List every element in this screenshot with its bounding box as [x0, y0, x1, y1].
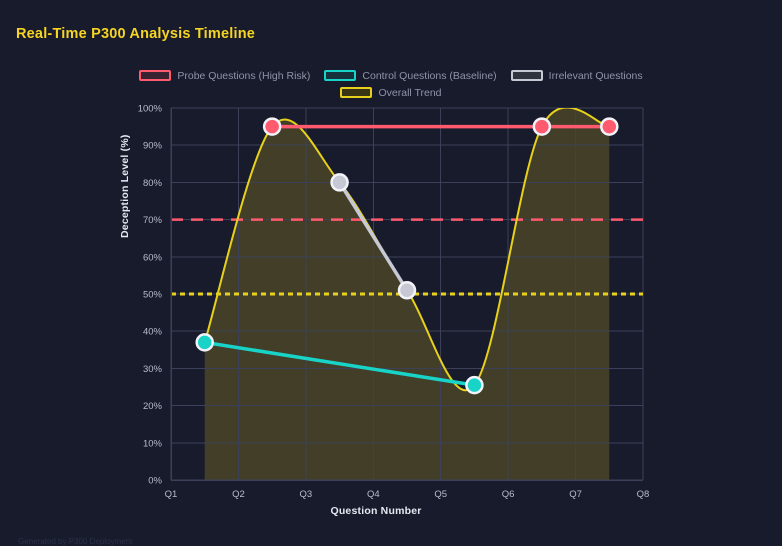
y-tick-label: 40%	[143, 327, 163, 338]
legend-label-trend: Overall Trend	[378, 86, 442, 99]
chart-legend: Probe Questions (High Risk) Control Ques…	[0, 68, 782, 83]
y-tick-label: 50%	[143, 290, 163, 301]
data-point-marker	[397, 281, 417, 300]
legend-item-trend[interactable]: Overall Trend	[340, 85, 442, 100]
x-tick-label: Q5	[434, 489, 447, 500]
x-tick-label: Q1	[165, 489, 178, 500]
chart-legend-row-2: Overall Trend	[0, 85, 782, 100]
footer-note: Generated by P300 Deployment	[18, 537, 133, 546]
y-tick-label: 60%	[143, 252, 163, 263]
y-tick-label: 90%	[143, 141, 163, 152]
series-line	[202, 340, 477, 387]
trend-swatch-icon	[340, 87, 373, 98]
y-tick-label: 80%	[143, 178, 163, 189]
y-tick-label: 100%	[138, 104, 163, 115]
probe-swatch-icon	[139, 70, 172, 81]
control-swatch-icon	[324, 70, 357, 81]
page-title: Real-Time P300 Analysis Timeline	[16, 26, 256, 42]
data-point-marker	[465, 375, 484, 395]
legend-label-probe: Probe Questions (High Risk)	[177, 69, 311, 82]
x-tick-label: Q2	[232, 489, 245, 500]
legend-item-irrelevant[interactable]: Irrelevant Questions	[510, 68, 643, 83]
x-tick-label: Q3	[300, 489, 313, 500]
series-line	[337, 180, 409, 293]
x-tick-label: Q4	[367, 489, 380, 500]
data-point-marker	[195, 333, 214, 352]
y-tick-label: 10%	[143, 438, 163, 449]
data-point-marker	[532, 117, 552, 136]
data-point-marker	[600, 117, 619, 136]
legend-label-irrelevant: Irrelevant Questions	[548, 69, 643, 82]
legend-label-control: Control Questions (Baseline)	[362, 69, 497, 82]
data-point-marker	[262, 117, 282, 136]
data-point-marker	[330, 173, 349, 192]
y-tick-label: 70%	[143, 215, 163, 226]
y-tick-label: 30%	[143, 364, 163, 375]
x-tick-label: Q6	[502, 489, 515, 500]
x-tick-label: Q8	[637, 489, 650, 500]
x-tick-label: Q7	[569, 489, 582, 500]
y-tick-label: 0%	[148, 476, 162, 487]
y-tick-label: 20%	[143, 401, 163, 412]
x-axis-title: Question Number	[330, 505, 422, 517]
legend-item-control[interactable]: Control Questions (Baseline)	[324, 68, 497, 83]
legend-item-probe[interactable]: Probe Questions (High Risk)	[139, 68, 310, 83]
irrelevant-swatch-icon	[510, 70, 543, 81]
